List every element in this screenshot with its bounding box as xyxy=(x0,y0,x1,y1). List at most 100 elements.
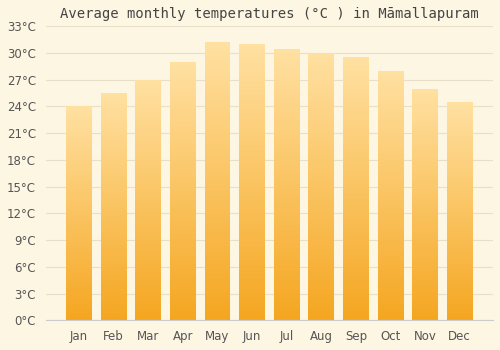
Bar xyxy=(378,237,404,241)
Bar xyxy=(308,307,334,312)
Bar xyxy=(274,162,299,166)
Bar xyxy=(136,252,162,256)
Bar xyxy=(204,126,231,130)
Bar xyxy=(412,251,438,255)
Bar xyxy=(100,230,126,233)
Bar xyxy=(343,193,369,198)
Bar xyxy=(204,307,231,311)
Bar xyxy=(447,244,472,247)
Bar xyxy=(412,305,438,309)
Bar xyxy=(308,142,334,147)
Bar xyxy=(204,140,231,144)
Bar xyxy=(308,116,334,120)
Bar xyxy=(447,127,472,131)
Bar xyxy=(239,233,265,237)
Bar xyxy=(170,109,196,114)
Bar xyxy=(274,121,299,126)
Bar xyxy=(66,135,92,139)
Bar xyxy=(239,251,265,256)
Bar xyxy=(204,70,231,75)
Bar xyxy=(239,242,265,247)
Bar xyxy=(100,165,126,169)
Bar xyxy=(136,300,162,304)
Bar xyxy=(170,247,196,251)
Bar xyxy=(274,153,299,157)
Bar xyxy=(170,286,196,290)
Bar xyxy=(204,121,231,126)
Bar xyxy=(412,208,438,212)
Bar xyxy=(66,199,92,203)
Bar xyxy=(308,196,334,200)
Bar xyxy=(274,166,299,171)
Bar xyxy=(239,224,265,228)
Bar xyxy=(100,188,126,191)
Bar xyxy=(343,281,369,285)
Bar xyxy=(412,243,438,247)
Bar xyxy=(136,236,162,240)
Bar xyxy=(136,188,162,192)
Bar xyxy=(100,316,126,320)
Bar xyxy=(274,307,299,311)
Bar xyxy=(274,94,299,98)
Bar xyxy=(204,232,231,237)
Bar xyxy=(170,234,196,238)
Bar xyxy=(412,166,438,170)
Bar xyxy=(343,106,369,110)
Bar xyxy=(66,220,92,224)
Bar xyxy=(170,79,196,83)
Bar xyxy=(447,146,472,149)
Bar xyxy=(204,311,231,316)
Bar xyxy=(170,294,196,299)
Bar xyxy=(274,76,299,80)
Bar xyxy=(170,165,196,170)
Bar xyxy=(204,288,231,293)
Bar xyxy=(239,150,265,155)
Bar xyxy=(274,135,299,139)
Bar xyxy=(170,131,196,135)
Bar xyxy=(274,275,299,280)
Bar xyxy=(378,141,404,146)
Bar xyxy=(66,217,92,220)
Bar xyxy=(308,138,334,142)
Bar xyxy=(412,131,438,135)
Bar xyxy=(447,262,472,266)
Bar xyxy=(170,174,196,178)
Bar xyxy=(136,80,162,84)
Bar xyxy=(239,270,265,274)
Bar xyxy=(136,240,162,244)
Bar xyxy=(343,241,369,246)
Bar xyxy=(66,306,92,310)
Bar xyxy=(100,180,126,184)
Bar xyxy=(239,256,265,260)
Bar xyxy=(136,228,162,232)
Bar xyxy=(447,117,472,120)
Bar xyxy=(136,120,162,124)
Bar xyxy=(100,275,126,279)
Bar xyxy=(239,173,265,177)
Bar xyxy=(412,293,438,297)
Bar xyxy=(274,216,299,221)
Bar xyxy=(239,118,265,122)
Bar xyxy=(66,185,92,188)
Bar xyxy=(308,191,334,196)
Bar xyxy=(239,316,265,320)
Bar xyxy=(204,223,231,228)
Bar xyxy=(378,100,404,104)
Bar xyxy=(136,172,162,176)
Bar xyxy=(447,120,472,124)
Bar xyxy=(170,281,196,286)
Bar xyxy=(447,240,472,244)
Bar xyxy=(412,309,438,313)
Bar xyxy=(447,306,472,309)
Bar xyxy=(204,209,231,214)
Bar xyxy=(412,220,438,224)
Bar xyxy=(308,84,334,89)
Bar xyxy=(274,107,299,112)
Bar xyxy=(378,204,404,208)
Bar xyxy=(343,215,369,219)
Bar xyxy=(170,178,196,182)
Bar xyxy=(308,236,334,240)
Bar xyxy=(378,279,404,283)
Bar xyxy=(447,276,472,280)
Bar xyxy=(136,148,162,152)
